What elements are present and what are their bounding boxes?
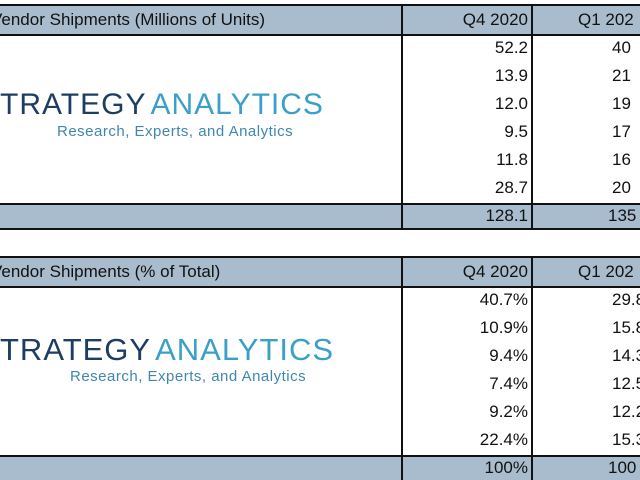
column-header: Q4 2020 [462,10,528,29]
cell: 9.4% [489,346,528,365]
cell: 9.5 [504,122,528,141]
logo-name: TRATEGY [0,88,147,121]
cell: 22.4% [479,430,528,449]
header-row [0,256,640,288]
column-header: Q4 2020 [462,262,528,281]
cell: 28.7 [494,178,528,197]
cell: 17 [612,122,631,141]
logo-name: ANALYTICS [150,88,324,121]
total-row [0,455,640,480]
column-header: Q1 202 [578,10,634,29]
cell: 16 [612,150,631,169]
cell: 40.7% [479,290,528,309]
logo-tagline: Research, Experts, and Analytics [70,368,307,385]
cell: 15.8 [612,318,640,337]
column-divider [401,4,403,230]
cell: 12.2 [612,402,640,421]
logo-name: TRATEGY [0,332,152,367]
column-header: Q1 202 [578,262,634,281]
logo: TRATEGY ANALYTICS [0,333,334,367]
cell: 40 [612,38,631,57]
total-cell: 128.1 [485,206,528,225]
column-divider [531,4,533,230]
logo: TRATEGY ANALYTICS [0,88,324,122]
logo-tagline: Research, Experts, and Analytics [57,123,294,140]
cell: 19 [612,94,631,113]
cell: 11.8 [496,150,528,169]
cell: 13.9 [494,66,528,85]
cell: 29.8 [612,290,640,309]
table-title: Vendor Shipments (% of Total) [0,262,221,281]
table-title: Vendor Shipments (Millions of Units) [0,10,266,29]
cell: 10.9% [479,318,528,337]
cell: 15.3 [612,430,640,449]
cell: 12.0 [494,94,528,113]
total-row [0,203,640,230]
total-cell: 100 [608,458,637,477]
cell: 21 [612,66,631,85]
total-cell: 135 [608,206,637,225]
total-cell: 100% [484,458,528,477]
cell: 20 [612,178,631,197]
cell: 9.2% [489,402,528,421]
header-row [0,4,640,36]
cell: 12.5 [612,374,640,393]
column-divider [531,256,533,480]
cell: 52.2 [494,38,528,57]
cell: 14.3 [612,346,640,365]
logo-name: ANALYTICS [155,332,335,367]
cell: 7.4% [489,374,528,393]
column-divider [401,256,403,480]
